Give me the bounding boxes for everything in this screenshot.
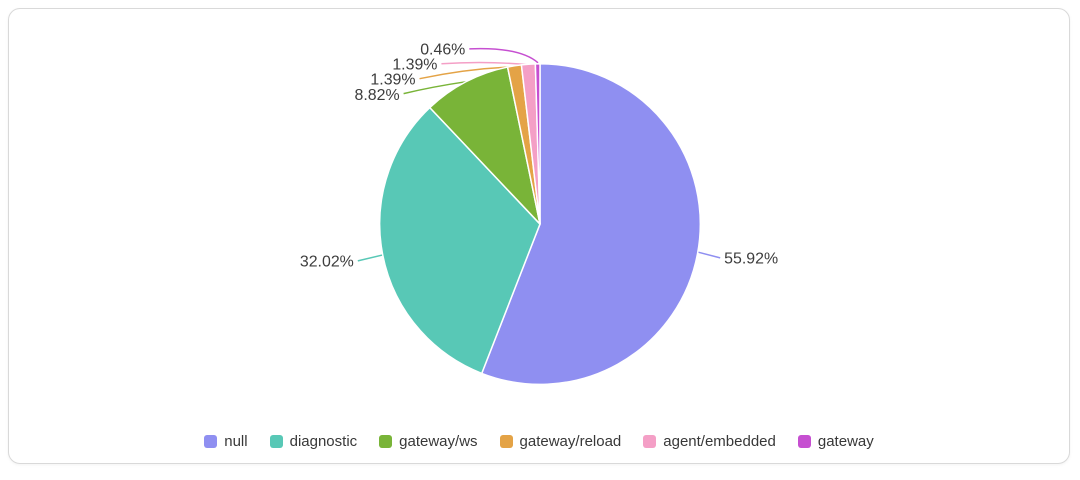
legend-swatch-gateway xyxy=(797,435,811,448)
legend-label: null xyxy=(224,433,248,450)
legend-item-gateway-reload[interactable]: gateway/reload xyxy=(499,433,622,450)
pie-slice-null[interactable] xyxy=(480,63,702,386)
pie-slice-gateway-ws[interactable] xyxy=(429,66,541,225)
legend-item-gateway-ws[interactable]: gateway/ws xyxy=(379,433,478,450)
legend-label: diagnostic xyxy=(289,433,358,450)
label-line-agent-embedded xyxy=(441,61,529,66)
legend-swatch-gateway-reload xyxy=(499,435,513,448)
legend-swatch-gateway-ws xyxy=(379,435,393,448)
pie-slice-gateway[interactable] xyxy=(534,63,541,225)
legend-item-agent-embedded[interactable]: agent/embedded xyxy=(643,434,776,449)
label-line-gateway-ws xyxy=(403,80,467,95)
label-line-diagnostic xyxy=(357,254,383,262)
label-line-gateway xyxy=(469,47,539,64)
legend-label: gateway xyxy=(817,433,874,450)
pie-slices-group xyxy=(379,63,702,386)
pie-slice-diagnostic[interactable] xyxy=(379,106,541,375)
legend-swatch-agent-embedded xyxy=(643,435,657,448)
percent-labels-group: 55.92%32.02%8.82%1.39%1.39%0.46% xyxy=(300,41,778,270)
slice-percent-label-gateway-ws: 8.82% xyxy=(355,87,400,104)
legend-item-null[interactable]: null xyxy=(204,433,248,450)
chart-legend: null diagnostic gateway/ws gateway/reload ag… xyxy=(9,434,1069,449)
chart-card: 55.92% 32.02% 8.82% 1.39% 1.39% 0.46% null dia… xyxy=(8,8,1070,464)
legend-label: gateway/reload xyxy=(519,433,622,450)
slice-percent-label-diagnostic: 32.02% xyxy=(300,253,354,270)
slice-percent-label-gateway-reload: 1.39% xyxy=(370,71,415,88)
label-line-null xyxy=(697,251,721,259)
legend-label: gateway/ws xyxy=(399,433,478,450)
legend-item-gateway[interactable]: gateway xyxy=(797,433,874,450)
pie-chart-canvas: 55.92%32.02%8.82%1.39%1.39%0.46% xyxy=(300,41,778,386)
legend-swatch-diagnostic xyxy=(269,435,283,448)
slice-percent-label-agent-embedded: 1.39% xyxy=(392,56,437,73)
slice-percent-label-null: 55.92% xyxy=(724,250,778,267)
legend-label: agent/embedded xyxy=(663,433,776,450)
slice-percent-label-gateway: 0.46% xyxy=(420,41,465,58)
legend-item-diagnostic[interactable]: diagnostic xyxy=(269,433,358,450)
legend-swatch-null xyxy=(204,435,218,448)
